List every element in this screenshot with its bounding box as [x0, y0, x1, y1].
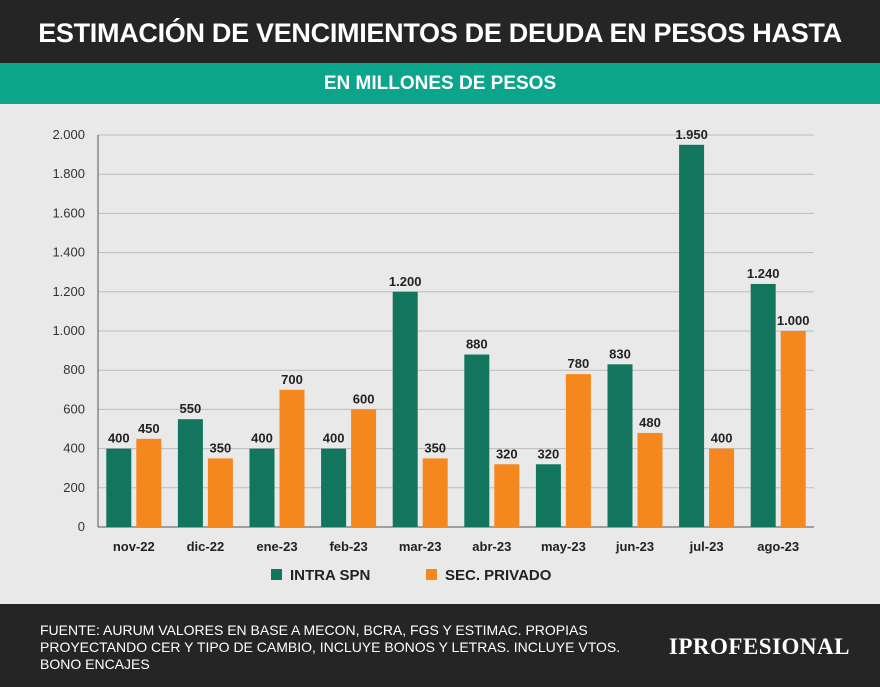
data-label: 320	[496, 446, 518, 461]
y-tick-label: 2.000	[52, 127, 85, 142]
x-tick-label: nov-22	[113, 539, 155, 554]
data-label: 320	[538, 446, 560, 461]
y-tick-label: 200	[63, 480, 85, 495]
bar-intra-spn	[535, 464, 561, 527]
brand-logo: IPROFESIONAL	[668, 634, 850, 659]
data-label: 400	[108, 431, 130, 446]
bar-sec-privado	[136, 438, 162, 527]
data-label: 1.000	[777, 313, 810, 328]
data-label: 880	[466, 337, 488, 352]
x-tick-label: mar-23	[399, 539, 442, 554]
bar-intra-spn	[750, 283, 776, 527]
legend-swatch	[426, 569, 437, 580]
y-tick-label: 1.400	[52, 245, 85, 260]
data-label: 450	[138, 421, 160, 436]
data-label: 1.950	[675, 127, 708, 142]
data-label: 350	[210, 440, 232, 455]
data-label: 830	[609, 346, 631, 361]
bar-sec-privado	[780, 331, 806, 527]
footer: FUENTE: AURUM VALORES EN BASE A MECON, B…	[0, 604, 880, 687]
data-label: 400	[323, 431, 345, 446]
data-label: 350	[424, 440, 446, 455]
data-label: 600	[353, 391, 375, 406]
bar-sec-privado	[422, 458, 448, 527]
bar-intra-spn	[177, 419, 203, 527]
x-tick-label: may-23	[541, 539, 586, 554]
x-tick-label: feb-23	[329, 539, 367, 554]
bar-intra-spn	[321, 448, 347, 527]
source-note: FUENTE: AURUM VALORES EN BASE A MECON, B…	[40, 622, 621, 672]
data-label: 550	[180, 401, 202, 416]
x-tick-label: ago-23	[757, 539, 799, 554]
bar-chart: 0 200 400 600 800 1.000 1.200 1.400 1.600 1.800 2.…	[52, 127, 814, 584]
y-tick-label: 0	[78, 519, 85, 534]
bar-intra-spn	[249, 448, 275, 527]
x-tick-label: dic-22	[187, 539, 225, 554]
title-bar	[0, 0, 880, 63]
bar-sec-privado	[494, 464, 520, 527]
legend-label: INTRA SPN	[290, 567, 370, 584]
y-tick-label: 600	[63, 401, 85, 416]
bar-sec-privado	[207, 458, 233, 527]
y-tick-label: 1.200	[52, 284, 85, 299]
chart-title: ESTIMACIÓN DE VENCIMIENTOS DE DEUDA EN P…	[38, 18, 842, 114]
bar-intra-spn	[392, 291, 418, 527]
y-tick-label: 1.800	[52, 166, 85, 181]
y-tick-label: 800	[63, 362, 85, 377]
x-tick-label: jul-23	[689, 539, 724, 554]
chart-area: 0 200 400 600 800 1.000 1.200 1.400 1.600 1.800 2.…	[0, 104, 880, 604]
bar-sec-privado	[351, 409, 377, 527]
bar-intra-spn	[464, 354, 490, 527]
legend-swatch	[271, 569, 282, 580]
bar-sec-privado	[279, 389, 305, 527]
data-label: 1.200	[389, 274, 422, 289]
x-tick-label: ene-23	[256, 539, 297, 554]
bar-intra-spn	[106, 448, 132, 527]
x-tick-label: jun-23	[615, 539, 654, 554]
y-tick-label: 1.000	[52, 323, 85, 338]
data-label: 1.240	[747, 266, 780, 281]
y-tick-label: 1.600	[52, 205, 85, 220]
data-label: 780	[568, 356, 590, 371]
bar-sec-privado	[565, 374, 591, 527]
y-tick-label: 400	[63, 441, 85, 456]
legend-label: SEC. PRIVADO	[445, 567, 552, 584]
data-label: 400	[251, 431, 273, 446]
data-label: 480	[639, 415, 661, 430]
chart-subtitle: EN MILLONES DE PESOS	[323, 73, 557, 94]
x-tick-label: abr-23	[472, 539, 511, 554]
bar-intra-spn	[607, 364, 633, 527]
bar-sec-privado	[709, 448, 735, 527]
bar-intra-spn	[679, 144, 705, 528]
data-label: 700	[281, 372, 303, 387]
bar-sec-privado	[637, 432, 663, 527]
subtitle-bar	[0, 63, 880, 104]
data-label: 400	[711, 431, 733, 446]
